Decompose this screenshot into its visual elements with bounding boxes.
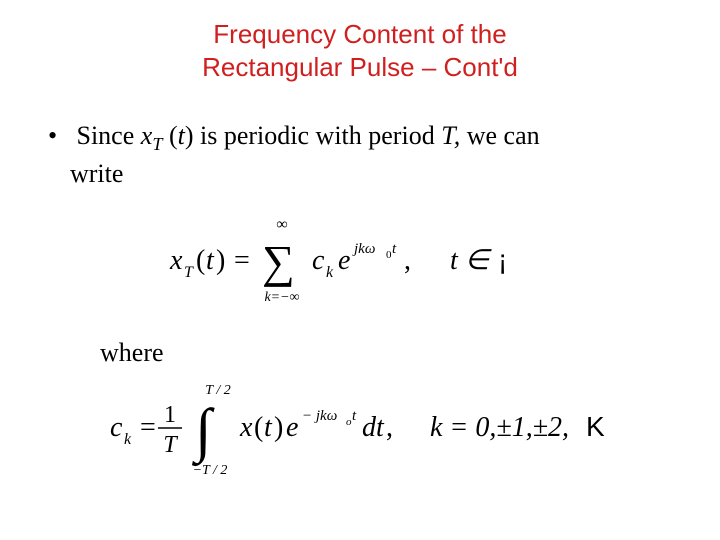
svg-text:∫: ∫ — [192, 397, 215, 467]
svg-text:T / 2: T / 2 — [205, 383, 230, 398]
svg-text:k = 0,±1,±2,: k = 0,±1,±2, — [430, 412, 569, 443]
svg-text:t: t — [264, 412, 273, 443]
svg-text:∑: ∑ — [262, 236, 295, 287]
svg-text:T: T — [163, 432, 178, 458]
svg-text:c: c — [110, 412, 123, 443]
title-line-2: Rectangular Pulse – Cont'd — [202, 52, 518, 82]
where-label: where — [100, 338, 680, 368]
svg-text:dt: dt — [362, 412, 385, 443]
equation-2: c k = 1 T T / 2 ∫ −T / 2 x ( t ) e − jkω… — [40, 378, 680, 483]
svg-text:(: ( — [196, 245, 205, 276]
svg-text:=: = — [140, 412, 156, 443]
svg-text:t: t — [392, 241, 397, 257]
svg-text:∞: ∞ — [276, 216, 287, 233]
svg-text:− jkω: − jkω — [302, 408, 337, 424]
bullet-line: • Since xT (t) is periodic with period T… — [48, 119, 680, 191]
svg-text:=: = — [234, 245, 250, 276]
svg-text:1: 1 — [164, 402, 176, 428]
svg-text:x: x — [239, 412, 253, 443]
bullet-dot: • — [48, 119, 70, 153]
bullet-since: Since — [77, 121, 135, 150]
svg-text:K: K — [586, 411, 605, 442]
svg-text:,: , — [386, 412, 393, 443]
svg-text:k: k — [326, 264, 334, 281]
svg-text:c: c — [312, 245, 325, 276]
svg-text:T: T — [184, 264, 194, 281]
slide-title: Frequency Content of the Rectangular Pul… — [40, 18, 680, 83]
equation-1: x T ( t ) = ∞ ∑ k=−∞ c k e jkω 0 t , — [40, 215, 680, 310]
bullet-xt: xT (t) — [141, 121, 200, 150]
svg-text:t ∈: t ∈ — [450, 245, 492, 276]
svg-text:−T / 2: −T / 2 — [193, 463, 228, 478]
bullet-tail: we can — [467, 121, 540, 150]
svg-text:t: t — [352, 408, 357, 424]
svg-text:): ) — [274, 412, 283, 443]
bullet-T: T, — [441, 121, 460, 150]
svg-text:jkω: jkω — [352, 241, 375, 257]
svg-text:,: , — [404, 245, 411, 276]
svg-text:k: k — [124, 431, 132, 448]
bullet-mid: is periodic with period — [200, 121, 441, 150]
svg-text:e: e — [338, 245, 350, 276]
svg-text:t: t — [206, 245, 215, 276]
svg-text:x: x — [169, 245, 183, 276]
svg-text:(: ( — [254, 412, 263, 443]
svg-text:): ) — [216, 245, 225, 276]
bullet-write: write — [70, 159, 123, 188]
svg-text:e: e — [286, 412, 298, 443]
svg-text:k=−∞: k=−∞ — [264, 290, 299, 305]
title-line-1: Frequency Content of the — [213, 19, 506, 49]
svg-text:¡: ¡ — [498, 244, 507, 275]
